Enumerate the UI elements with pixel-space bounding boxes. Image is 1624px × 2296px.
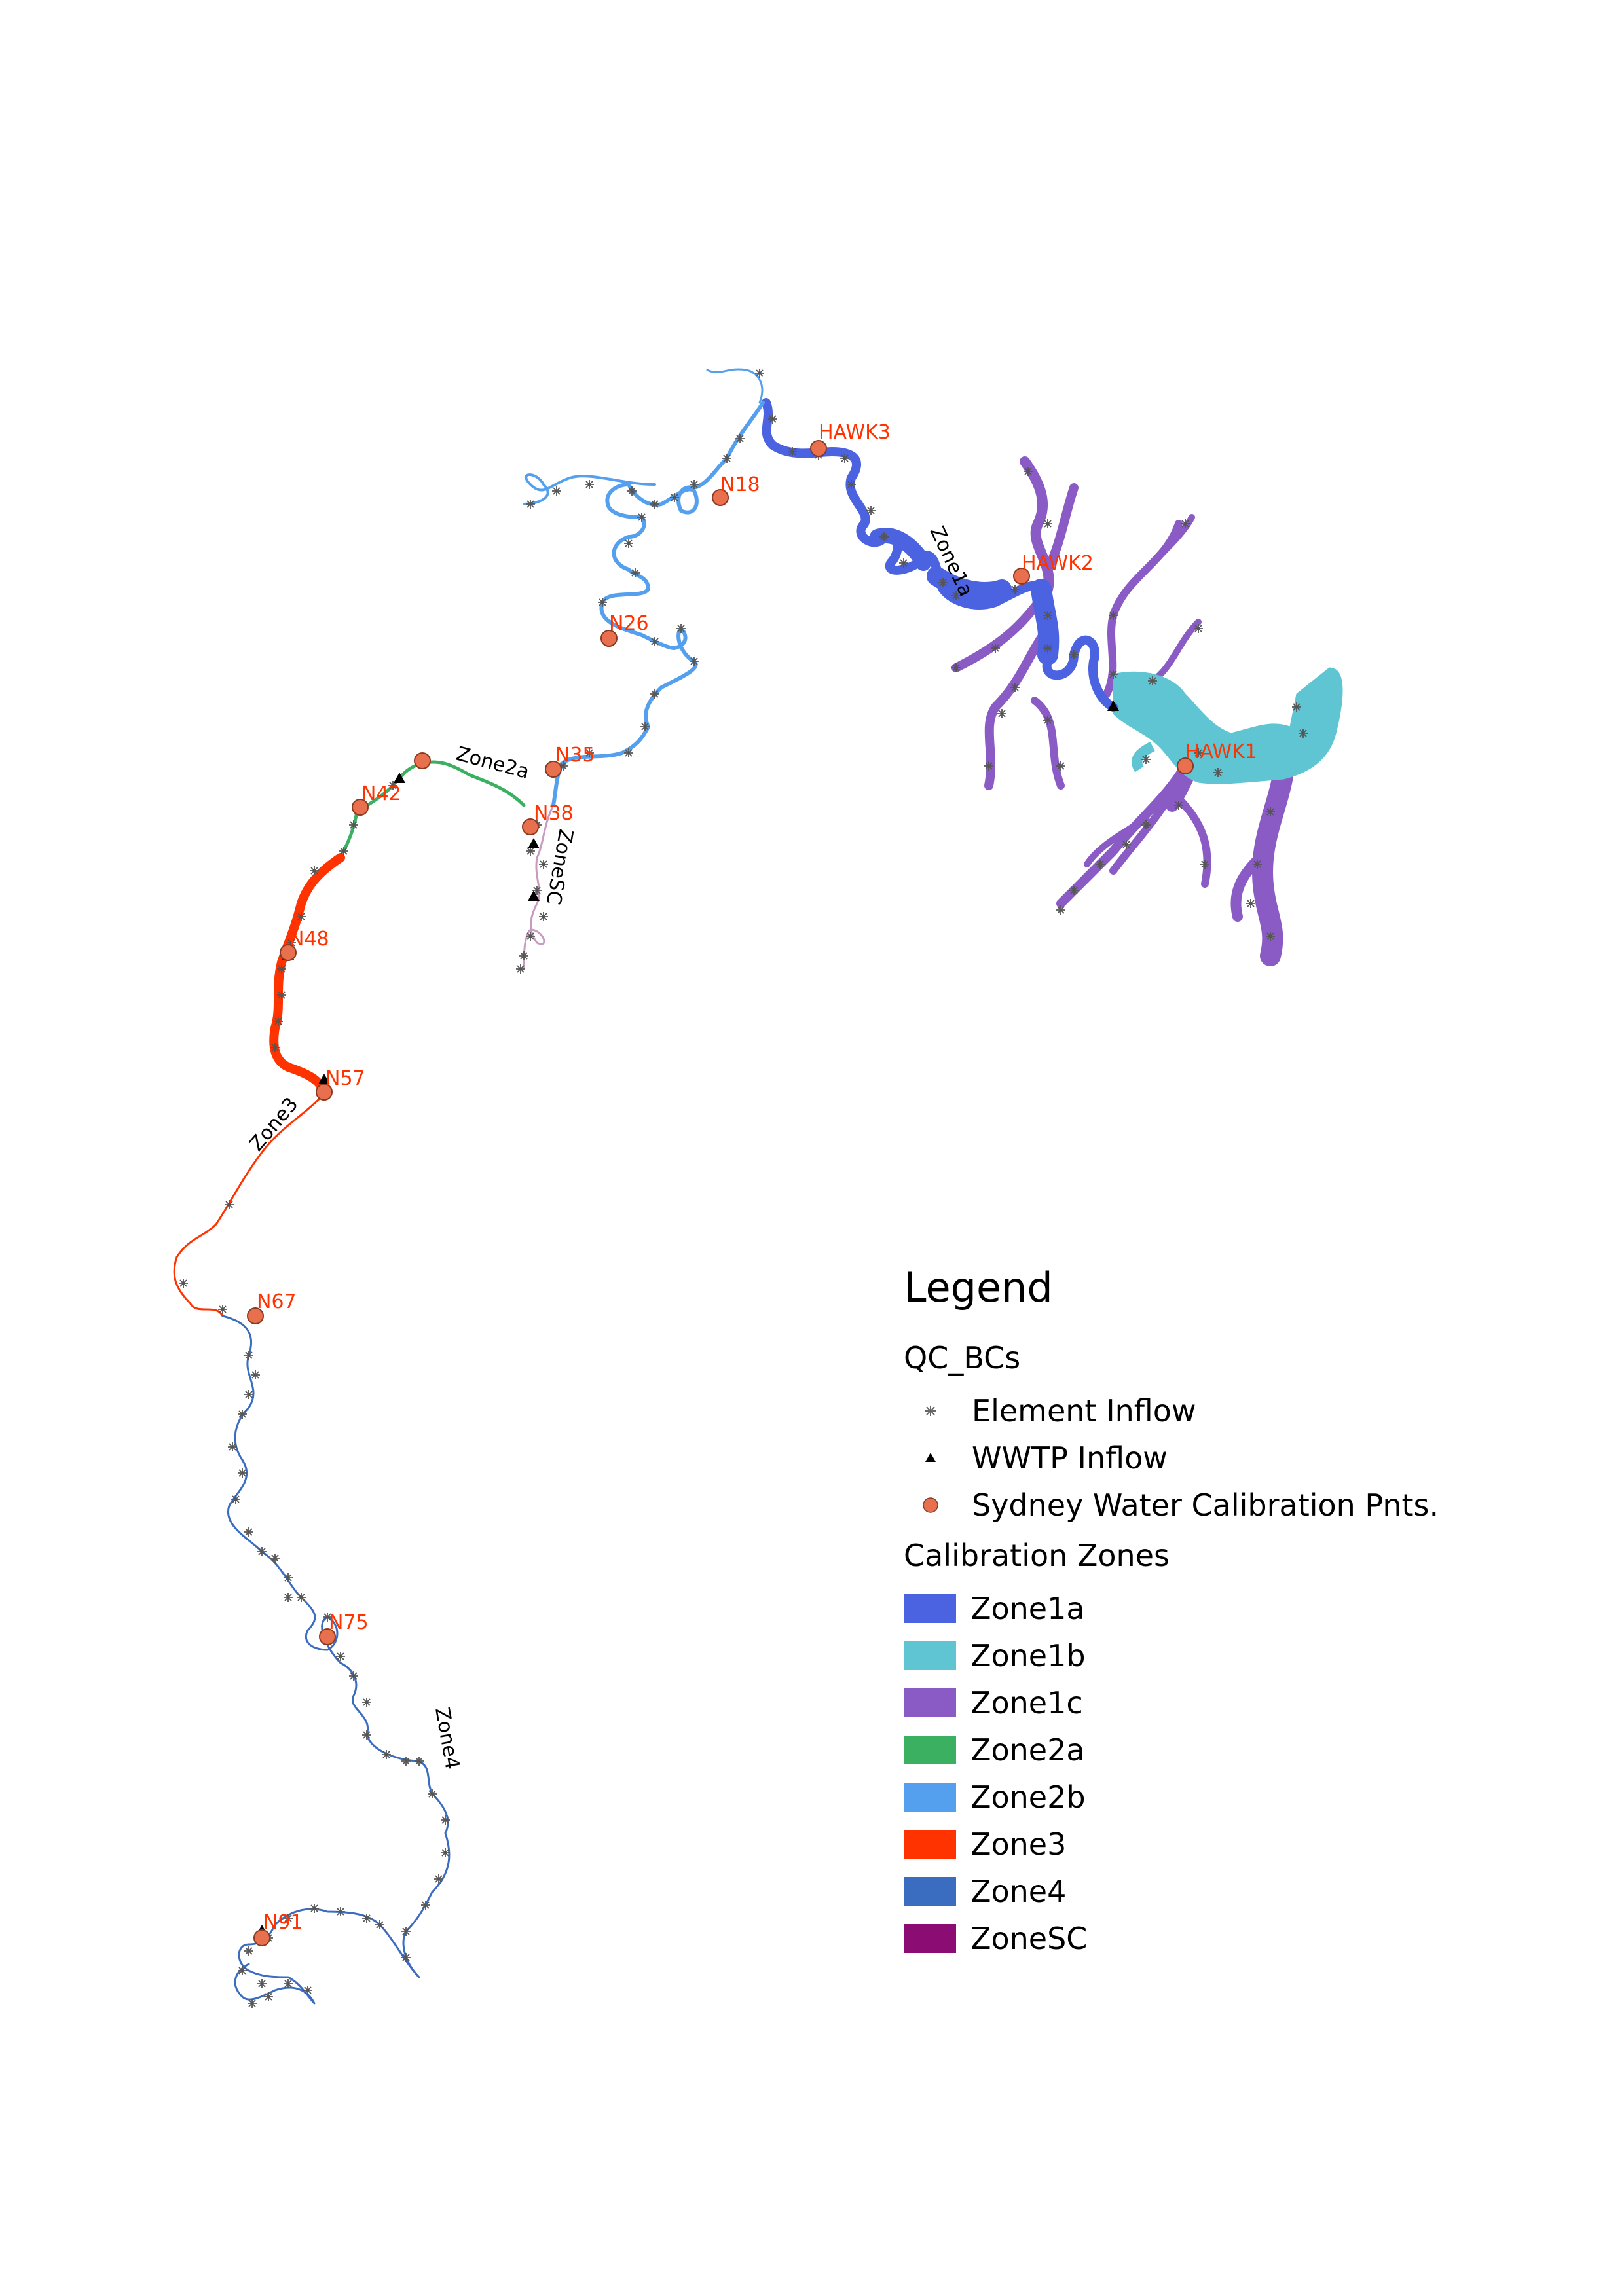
legend-zone-list: Zone1a Zone1b Zone1c Zone2a Zone2b Zone3… bbox=[904, 1585, 1493, 1962]
legend-group-calibration-zones: Calibration Zones bbox=[904, 1538, 1170, 1573]
label-n26: N26 bbox=[609, 612, 649, 635]
legend-label: Zone1c bbox=[970, 1685, 1083, 1721]
legend-item-zone1b: Zone1b bbox=[904, 1632, 1493, 1679]
legend: Legend QC_BCs Element Inflow WWTP Inflow… bbox=[904, 1264, 1493, 1962]
label-n75: N75 bbox=[329, 1611, 369, 1634]
triangle-icon bbox=[904, 1442, 957, 1474]
zone4-area bbox=[221, 1315, 451, 2005]
calibration-point-labels: HAWK3 N18 HAWK2 N26 HAWK1 N35 N38 N42 N4… bbox=[257, 421, 1257, 1934]
label-n48: N48 bbox=[289, 928, 329, 951]
label-n18: N18 bbox=[720, 473, 760, 496]
legend-item-calibration-points: Sydney Water Calibration Pnts. bbox=[904, 1482, 1493, 1529]
zone3-swatch bbox=[904, 1830, 956, 1859]
zonesc-swatch bbox=[904, 1924, 956, 1953]
label-zone2a: Zone2a bbox=[454, 742, 532, 784]
legend-item-zone1a: Zone1a bbox=[904, 1585, 1493, 1632]
label-hawk1: HAWK1 bbox=[1185, 740, 1257, 763]
label-n91: N91 bbox=[263, 1911, 303, 1934]
legend-item-wwtp-inflow: WWTP Inflow bbox=[904, 1434, 1493, 1482]
legend-label: Element Inflow bbox=[972, 1393, 1196, 1429]
legend-label: Zone1a bbox=[970, 1591, 1085, 1626]
legend-item-zone2a: Zone2a bbox=[904, 1726, 1493, 1774]
zone1c-swatch bbox=[904, 1688, 956, 1717]
legend-label: Zone1b bbox=[970, 1638, 1086, 1673]
label-zone3: Zone3 bbox=[245, 1093, 303, 1156]
zone4-swatch bbox=[904, 1877, 956, 1906]
label-hawk3: HAWK3 bbox=[819, 421, 891, 444]
label-n57: N57 bbox=[325, 1067, 365, 1090]
legend-label: Zone2b bbox=[970, 1779, 1086, 1815]
zone1b-area bbox=[1113, 667, 1343, 784]
legend-item-zone4: Zone4 bbox=[904, 1868, 1493, 1915]
zone1b-swatch bbox=[904, 1641, 956, 1670]
legend-label: Zone2a bbox=[970, 1732, 1085, 1768]
legend-label: WWTP Inflow bbox=[972, 1440, 1168, 1476]
legend-item-zone2b: Zone2b bbox=[904, 1774, 1493, 1821]
zone1a-swatch bbox=[904, 1594, 956, 1623]
legend-group-qc-bcs: QC_BCs bbox=[904, 1340, 1021, 1376]
zone-labels: Zone1a Zone2a ZoneSC Zone3 Zone4 bbox=[245, 523, 977, 1772]
zone2b-swatch bbox=[904, 1783, 956, 1812]
label-n67: N67 bbox=[257, 1290, 297, 1313]
label-n35: N35 bbox=[555, 744, 595, 767]
zone2a-swatch bbox=[904, 1736, 956, 1764]
legend-item-zone3: Zone3 bbox=[904, 1821, 1493, 1868]
label-hawk2: HAWK2 bbox=[1022, 552, 1094, 575]
label-zone4: Zone4 bbox=[430, 1705, 464, 1771]
legend-item-zone1c: Zone1c bbox=[904, 1679, 1493, 1726]
legend-item-zonesc: ZoneSC bbox=[904, 1915, 1493, 1962]
asterisk-icon bbox=[904, 1395, 957, 1427]
circle-icon bbox=[904, 1489, 957, 1521]
zonesc-area bbox=[523, 804, 555, 970]
zone3-area bbox=[173, 853, 345, 1317]
legend-title: Legend bbox=[904, 1264, 1053, 1311]
legend-label: Zone3 bbox=[970, 1827, 1067, 1862]
label-n42: N42 bbox=[361, 782, 401, 805]
calibration-points bbox=[247, 440, 1194, 1946]
legend-label: Sydney Water Calibration Pnts. bbox=[972, 1487, 1439, 1523]
zone2a-area bbox=[339, 760, 526, 860]
legend-label: Zone4 bbox=[970, 1874, 1067, 1909]
legend-label: ZoneSC bbox=[970, 1921, 1088, 1956]
legend-item-element-inflow: Element Inflow bbox=[904, 1387, 1493, 1434]
label-n38: N38 bbox=[534, 802, 574, 825]
zone2b-area bbox=[523, 368, 765, 807]
